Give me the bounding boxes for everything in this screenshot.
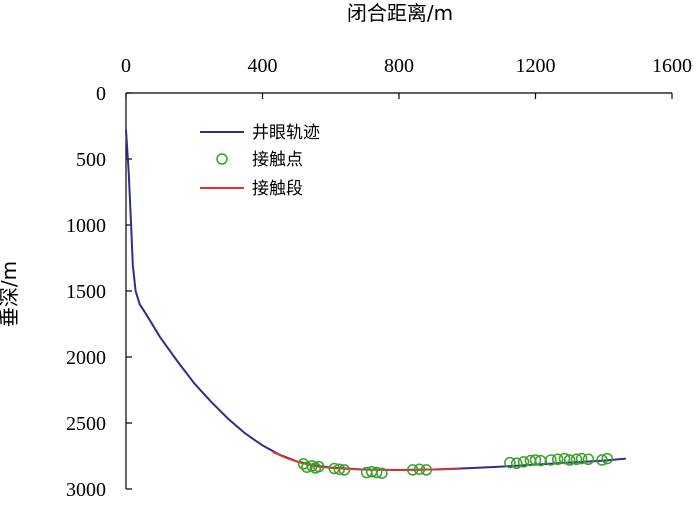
x-tick-label: 0 [121,55,131,77]
contact-point [376,467,388,479]
y-tick-label: 2500 [66,413,106,435]
contact-point [313,460,325,473]
legend-label: 井眼轨迹 [252,123,320,143]
y-tick-label: 3000 [66,479,106,501]
legend-swatch-marker [216,153,228,165]
axes [125,92,672,489]
y-tick-label: 1500 [66,281,106,303]
y-tick-label: 500 [76,149,106,171]
x-axis-title: 闭合距离/m [347,1,453,25]
x-tick-label: 400 [248,55,278,77]
x-tick-label: 1600 [652,55,692,77]
series-line-trajectory [125,129,626,471]
x-ticks: 0 400 800 1200 1600 [121,55,692,99]
x-tick-label: 1200 [516,55,556,77]
contact-point [297,458,310,470]
contact-point [504,456,516,469]
contact-point [582,453,595,466]
contact-point [333,463,346,475]
legend-label: 接触段 [252,179,303,199]
contact-point [406,464,419,476]
contact-point [601,452,613,465]
y-tick-label: 2000 [66,347,106,369]
contact-point [551,453,564,466]
contact-point [301,461,313,473]
contact-point [596,454,608,466]
contact-point [529,454,542,466]
x-tick-label: 800 [384,55,414,77]
contact-point [570,453,583,466]
contact-point [545,454,557,466]
contact-point [558,452,571,465]
contact-point [517,456,530,468]
legend-label: 接触点 [252,150,303,170]
contact-point [510,457,523,470]
y-axis-title: 垂深/m [0,261,21,327]
contact-point [338,464,351,476]
y-tick-label: 1000 [66,215,106,237]
contact-point [371,466,383,479]
plot-series [125,129,626,479]
contact-point [575,452,588,465]
contact-point [413,463,426,475]
y-ticks: 0 500 1000 1500 2000 2500 3000 [66,83,132,501]
y-tick-label: 0 [96,83,106,105]
contact-point [563,454,576,466]
contact-point [420,464,433,476]
